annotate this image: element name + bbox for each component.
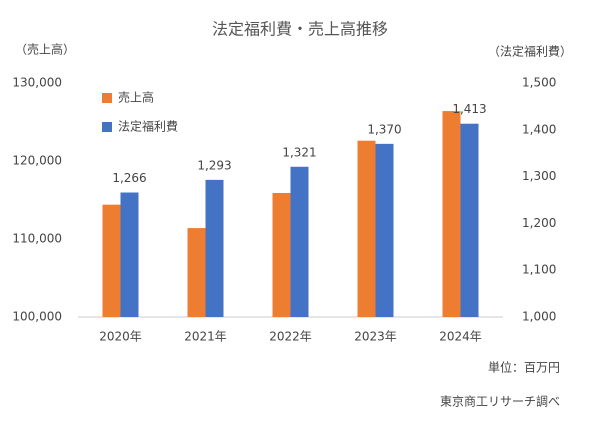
bar	[272, 192, 291, 317]
bar	[442, 111, 461, 317]
bar	[460, 123, 479, 317]
unit-note: 単位：百万円	[488, 360, 560, 375]
y2-axis-label: （法定福利費）	[488, 44, 572, 59]
x-tick-label: 2021年	[184, 330, 227, 344]
y-tick-label: 110,000	[12, 232, 62, 246]
legend-label: 法定福利費	[118, 119, 178, 134]
bar	[290, 166, 309, 317]
bar	[120, 192, 139, 317]
y2-tick-label: 1,300	[522, 169, 556, 183]
source-note: 東京商工リサーチ調べ	[440, 394, 560, 409]
data-label: 1,266	[112, 171, 146, 185]
bar	[357, 140, 376, 317]
bar	[102, 204, 121, 317]
legend-swatch	[102, 93, 112, 103]
y-axis-label: （売上高）	[15, 42, 75, 57]
y2-tick-label: 1,500	[522, 76, 556, 90]
bar	[375, 143, 394, 317]
x-tick-label: 2023年	[354, 330, 397, 344]
x-tick-label: 2020年	[99, 330, 142, 344]
chart-title: 法定福利費・売上高推移	[212, 20, 388, 39]
data-label: 1,370	[367, 122, 401, 136]
y2-tick-label: 1,400	[522, 122, 556, 136]
y-tick-label: 120,000	[12, 154, 62, 168]
y2-tick-label: 1,000	[522, 310, 556, 324]
data-label: 1,293	[197, 158, 231, 172]
y-tick-label: 130,000	[12, 76, 62, 90]
bar	[187, 228, 206, 317]
x-tick-label: 2024年	[439, 330, 482, 344]
y-tick-label: 100,000	[12, 310, 62, 324]
bar	[205, 179, 224, 317]
x-tick-label: 2022年	[269, 330, 312, 344]
legend-swatch	[102, 122, 112, 132]
data-label: 1,413	[452, 102, 486, 116]
y2-tick-label: 1,200	[522, 216, 556, 230]
legend-label: 売上高	[118, 90, 154, 105]
y2-tick-label: 1,100	[522, 263, 556, 277]
data-label: 1,321	[282, 145, 316, 159]
